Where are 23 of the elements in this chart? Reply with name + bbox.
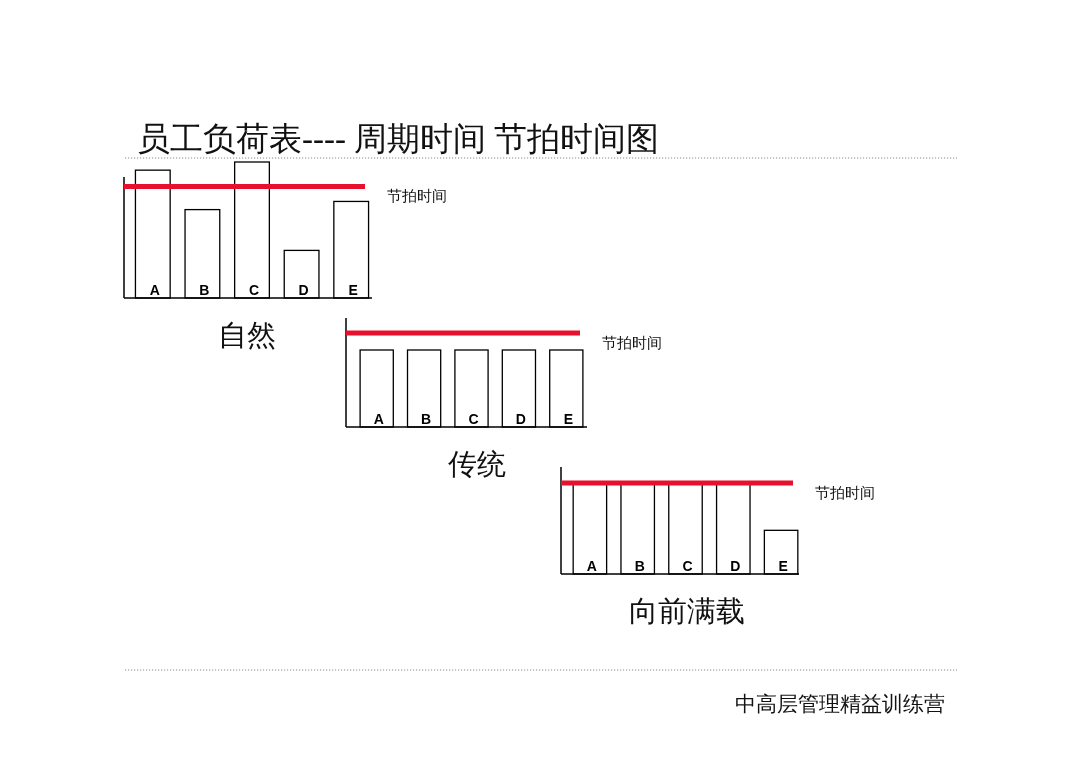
x-axis-title: 传统 <box>448 448 506 480</box>
x-axis-title: 自然 <box>218 319 276 351</box>
x-tick-label: C <box>682 558 693 574</box>
x-tick-label: E <box>563 411 573 427</box>
ref-line-label: 节拍时间 <box>387 187 447 205</box>
ref-line-label: 节拍时间 <box>602 334 662 352</box>
x-tick-label: B <box>421 411 432 427</box>
x-tick-label: A <box>373 411 384 427</box>
x-tick-label: D <box>298 282 309 298</box>
x-tick-label: D <box>730 558 741 574</box>
ref-line-label: 节拍时间 <box>815 484 875 501</box>
x-tick-label: D <box>515 411 526 427</box>
x-axis-title: 向前满载 <box>629 595 745 627</box>
chart-title: 员工负荷表---- 周期时间 节拍时间图 <box>137 121 660 157</box>
x-tick-label: E <box>778 558 788 574</box>
x-tick-label: A <box>149 282 160 298</box>
x-tick-label: E <box>348 282 358 298</box>
x-tick-label: B <box>199 282 210 298</box>
x-tick-label: B <box>634 558 645 574</box>
x-tick-label: C <box>248 282 260 298</box>
x-tick-label: A <box>586 558 597 574</box>
x-tick-label: C <box>468 411 479 427</box>
text: 中高层管理精益训练营 <box>735 692 945 715</box>
